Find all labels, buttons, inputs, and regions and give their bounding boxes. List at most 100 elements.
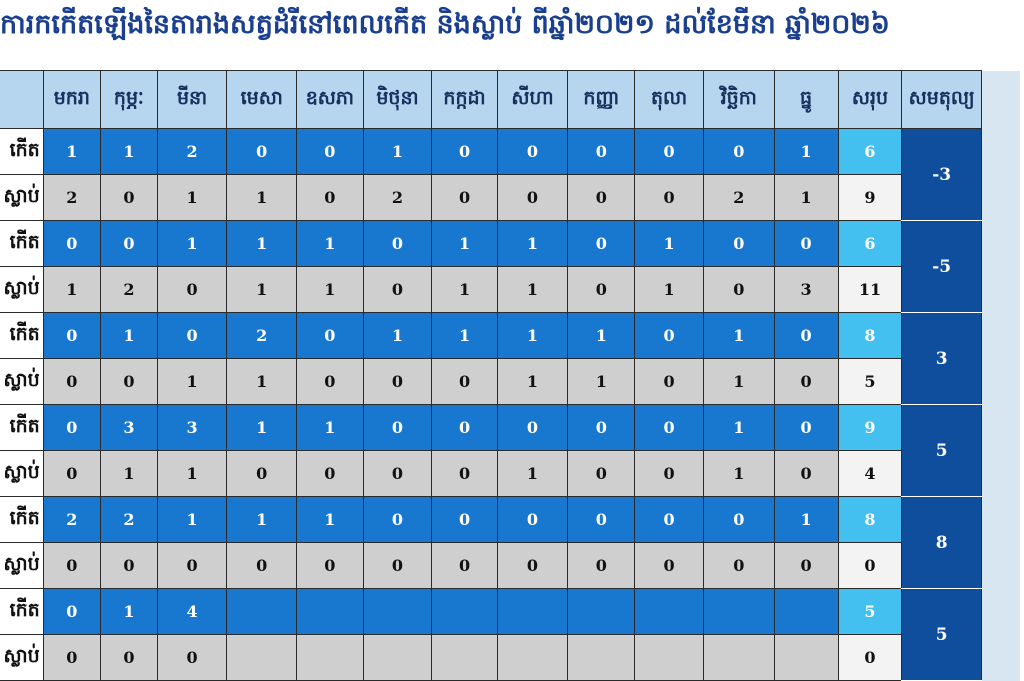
month-value-cell xyxy=(702,588,775,635)
edge-strip xyxy=(981,220,1020,313)
month-value-cell xyxy=(773,634,839,681)
deaths-row-label: ស្លាប់ xyxy=(0,542,44,589)
month-value-cell: 1 xyxy=(99,588,158,635)
births-row-label: កើត xyxy=(0,404,44,451)
month-value-cell: 0 xyxy=(99,358,158,405)
month-value-cell: 0 xyxy=(42,404,101,451)
row-total-cell: 5 xyxy=(837,358,903,405)
month-value-cell: 0 xyxy=(773,542,839,589)
month-value-cell: 0 xyxy=(99,174,158,221)
balance-cell: -3 xyxy=(901,128,982,221)
row-total-cell: 8 xyxy=(837,312,903,359)
month-value-cell: 0 xyxy=(296,174,364,221)
month-value-cell: 1 xyxy=(156,220,228,267)
balance-cell: 8 xyxy=(901,496,982,589)
deaths-row: ស្លាប់ 0 0 1 1 0 0 0 1 1 0 1 0 5 xyxy=(0,358,1020,405)
page-title: ការកកើតឡើងនៃតារាងសត្វដំរីនៅពេលកើត និងស្ល… xyxy=(0,9,890,40)
column-header: កក្កដា xyxy=(431,70,498,129)
month-value-cell: 1 xyxy=(634,266,704,313)
month-value-cell: 1 xyxy=(42,266,101,313)
month-value-cell: 2 xyxy=(99,496,158,543)
month-value-cell xyxy=(296,588,364,635)
month-value-cell: 1 xyxy=(296,496,364,543)
column-header: មិថុនា xyxy=(362,70,433,129)
month-value-cell: 0 xyxy=(431,358,498,405)
month-value-cell: 0 xyxy=(634,450,704,497)
month-value-cell: 1 xyxy=(634,220,704,267)
month-value-cell: 3 xyxy=(156,404,228,451)
month-value-cell: 1 xyxy=(156,450,228,497)
month-value-cell: 1 xyxy=(496,358,569,405)
row-total-cell: 9 xyxy=(837,174,903,221)
month-value-cell: 0 xyxy=(496,128,569,175)
month-value-cell xyxy=(567,634,636,681)
month-value-cell: 0 xyxy=(634,312,704,359)
month-value-cell: 1 xyxy=(431,220,498,267)
month-value-cell: 1 xyxy=(362,128,433,175)
births-row-label: កើត xyxy=(0,128,44,175)
total-column-header: សរុប xyxy=(837,70,903,129)
births-row-label: កើត xyxy=(0,220,44,267)
deaths-row: ស្លាប់ 0 0 0 0 0 0 0 0 0 0 0 0 0 xyxy=(0,542,1020,589)
month-value-cell: 1 xyxy=(773,128,839,175)
month-value-cell: 0 xyxy=(99,634,158,681)
month-value-cell: 0 xyxy=(431,128,498,175)
births-row: កើត 0 1 4 5 5 xyxy=(0,588,1020,681)
month-value-cell xyxy=(226,634,298,681)
month-value-cell: 2 xyxy=(42,174,101,221)
month-value-cell: 0 xyxy=(362,450,433,497)
month-value-cell: 0 xyxy=(42,312,101,359)
month-value-cell: 0 xyxy=(773,450,839,497)
month-value-cell: 0 xyxy=(773,312,839,359)
month-value-cell: 1 xyxy=(226,358,298,405)
balance-cell: -5 xyxy=(901,220,982,313)
edge-strip xyxy=(981,312,1020,405)
month-value-cell: 0 xyxy=(634,404,704,451)
month-value-cell: 0 xyxy=(702,542,775,589)
month-value-cell: 1 xyxy=(226,404,298,451)
column-header: ឧសភា xyxy=(296,70,364,129)
deaths-row-label: ស្លាប់ xyxy=(0,634,44,681)
births-row: កើត 0 3 3 1 1 0 0 0 0 0 1 0 9 5 xyxy=(0,404,1020,497)
month-value-cell: 0 xyxy=(296,450,364,497)
row-total-cell: 9 xyxy=(837,404,903,451)
edge-strip xyxy=(981,70,1020,129)
month-value-cell: 1 xyxy=(496,312,569,359)
month-value-cell xyxy=(702,634,775,681)
month-value-cell: 1 xyxy=(226,174,298,221)
month-value-cell: 1 xyxy=(773,174,839,221)
month-value-cell: 0 xyxy=(431,404,498,451)
month-value-cell: 0 xyxy=(567,404,636,451)
month-value-cell: 0 xyxy=(156,312,228,359)
row-total-cell: 6 xyxy=(837,220,903,267)
month-value-cell: 2 xyxy=(226,312,298,359)
month-value-cell: 0 xyxy=(362,266,433,313)
month-value-cell xyxy=(362,634,433,681)
table-header-row: មករា កុម្ភៈ មីនា មេសា ឧសភា មិថុនា កក្កដា… xyxy=(0,70,1020,129)
month-value-cell: 0 xyxy=(567,542,636,589)
row-total-cell: 11 xyxy=(837,266,903,313)
births-row-label: កើត xyxy=(0,588,44,635)
month-value-cell: 1 xyxy=(702,450,775,497)
month-value-cell: 0 xyxy=(296,358,364,405)
month-value-cell xyxy=(431,588,498,635)
month-value-cell xyxy=(496,588,569,635)
month-value-cell: 1 xyxy=(496,220,569,267)
month-value-cell: 3 xyxy=(773,266,839,313)
month-value-cell: 0 xyxy=(362,542,433,589)
column-header: កុម្ភៈ xyxy=(99,70,158,129)
month-value-cell: 1 xyxy=(702,404,775,451)
month-value-cell: 0 xyxy=(431,542,498,589)
column-header: មីនា xyxy=(156,70,228,129)
month-value-cell xyxy=(362,588,433,635)
month-value-cell xyxy=(773,588,839,635)
month-value-cell: 1 xyxy=(156,174,228,221)
month-value-cell: 1 xyxy=(99,128,158,175)
month-value-cell: 0 xyxy=(42,588,101,635)
row-total-cell: 4 xyxy=(837,450,903,497)
month-value-cell: 0 xyxy=(296,128,364,175)
column-header: កញ្ញា xyxy=(567,70,636,129)
month-value-cell: 2 xyxy=(42,496,101,543)
month-value-cell: 0 xyxy=(567,174,636,221)
column-header: មេសា xyxy=(226,70,298,129)
